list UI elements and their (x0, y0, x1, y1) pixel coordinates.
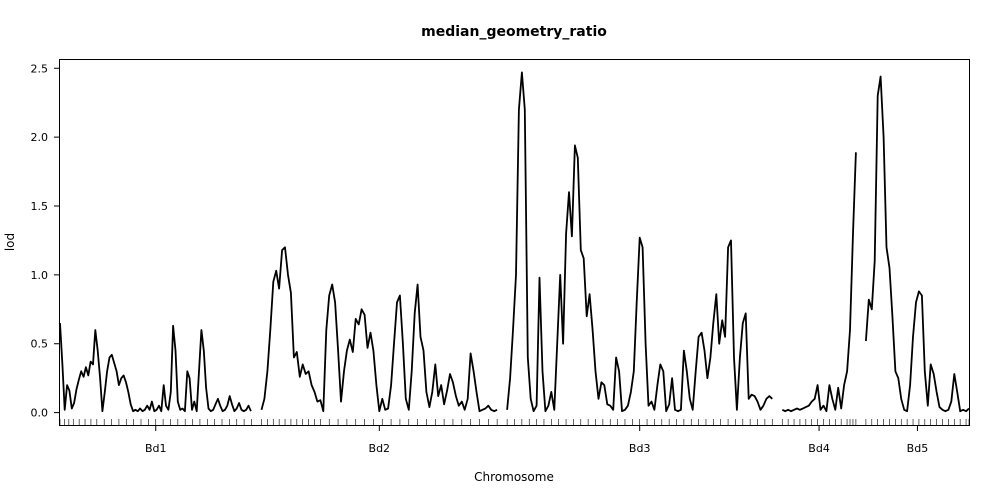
lod-line-bd3 (506, 71, 773, 413)
x-tick-label: Bd2 (369, 442, 391, 455)
y-axis-label: lod (3, 233, 17, 251)
lod-line-bd5 (865, 75, 970, 413)
marker-rug (59, 419, 970, 425)
y-axis: 0.0 0.5 1.0 1.5 2.0 2.5 (31, 62, 60, 420)
x-axis-label: Chromosome (474, 470, 554, 484)
x-tick-label: Bd3 (629, 442, 651, 455)
x-tick-label: Bd5 (907, 442, 929, 455)
y-tick-label: 1.5 (31, 200, 49, 213)
lod-line-bd4 (781, 152, 857, 413)
y-tick-label: 2.5 (31, 62, 49, 75)
x-tick-label: Bd1 (145, 442, 167, 455)
lod-series (59, 71, 970, 413)
x-axis: Bd1 Bd2 Bd3 Bd4 Bd5 (145, 425, 928, 455)
y-tick-label: 2.0 (31, 131, 49, 144)
lod-line-bd2 (260, 246, 498, 413)
y-tick-label: 0.5 (31, 338, 49, 351)
plot-frame (59, 59, 970, 426)
y-tick-label: 0.0 (31, 407, 49, 420)
y-tick-label: 1.0 (31, 269, 49, 282)
x-tick-label: Bd4 (808, 442, 830, 455)
lod-line-bd1 (59, 323, 252, 413)
chart-title: median_geometry_ratio (421, 24, 607, 40)
